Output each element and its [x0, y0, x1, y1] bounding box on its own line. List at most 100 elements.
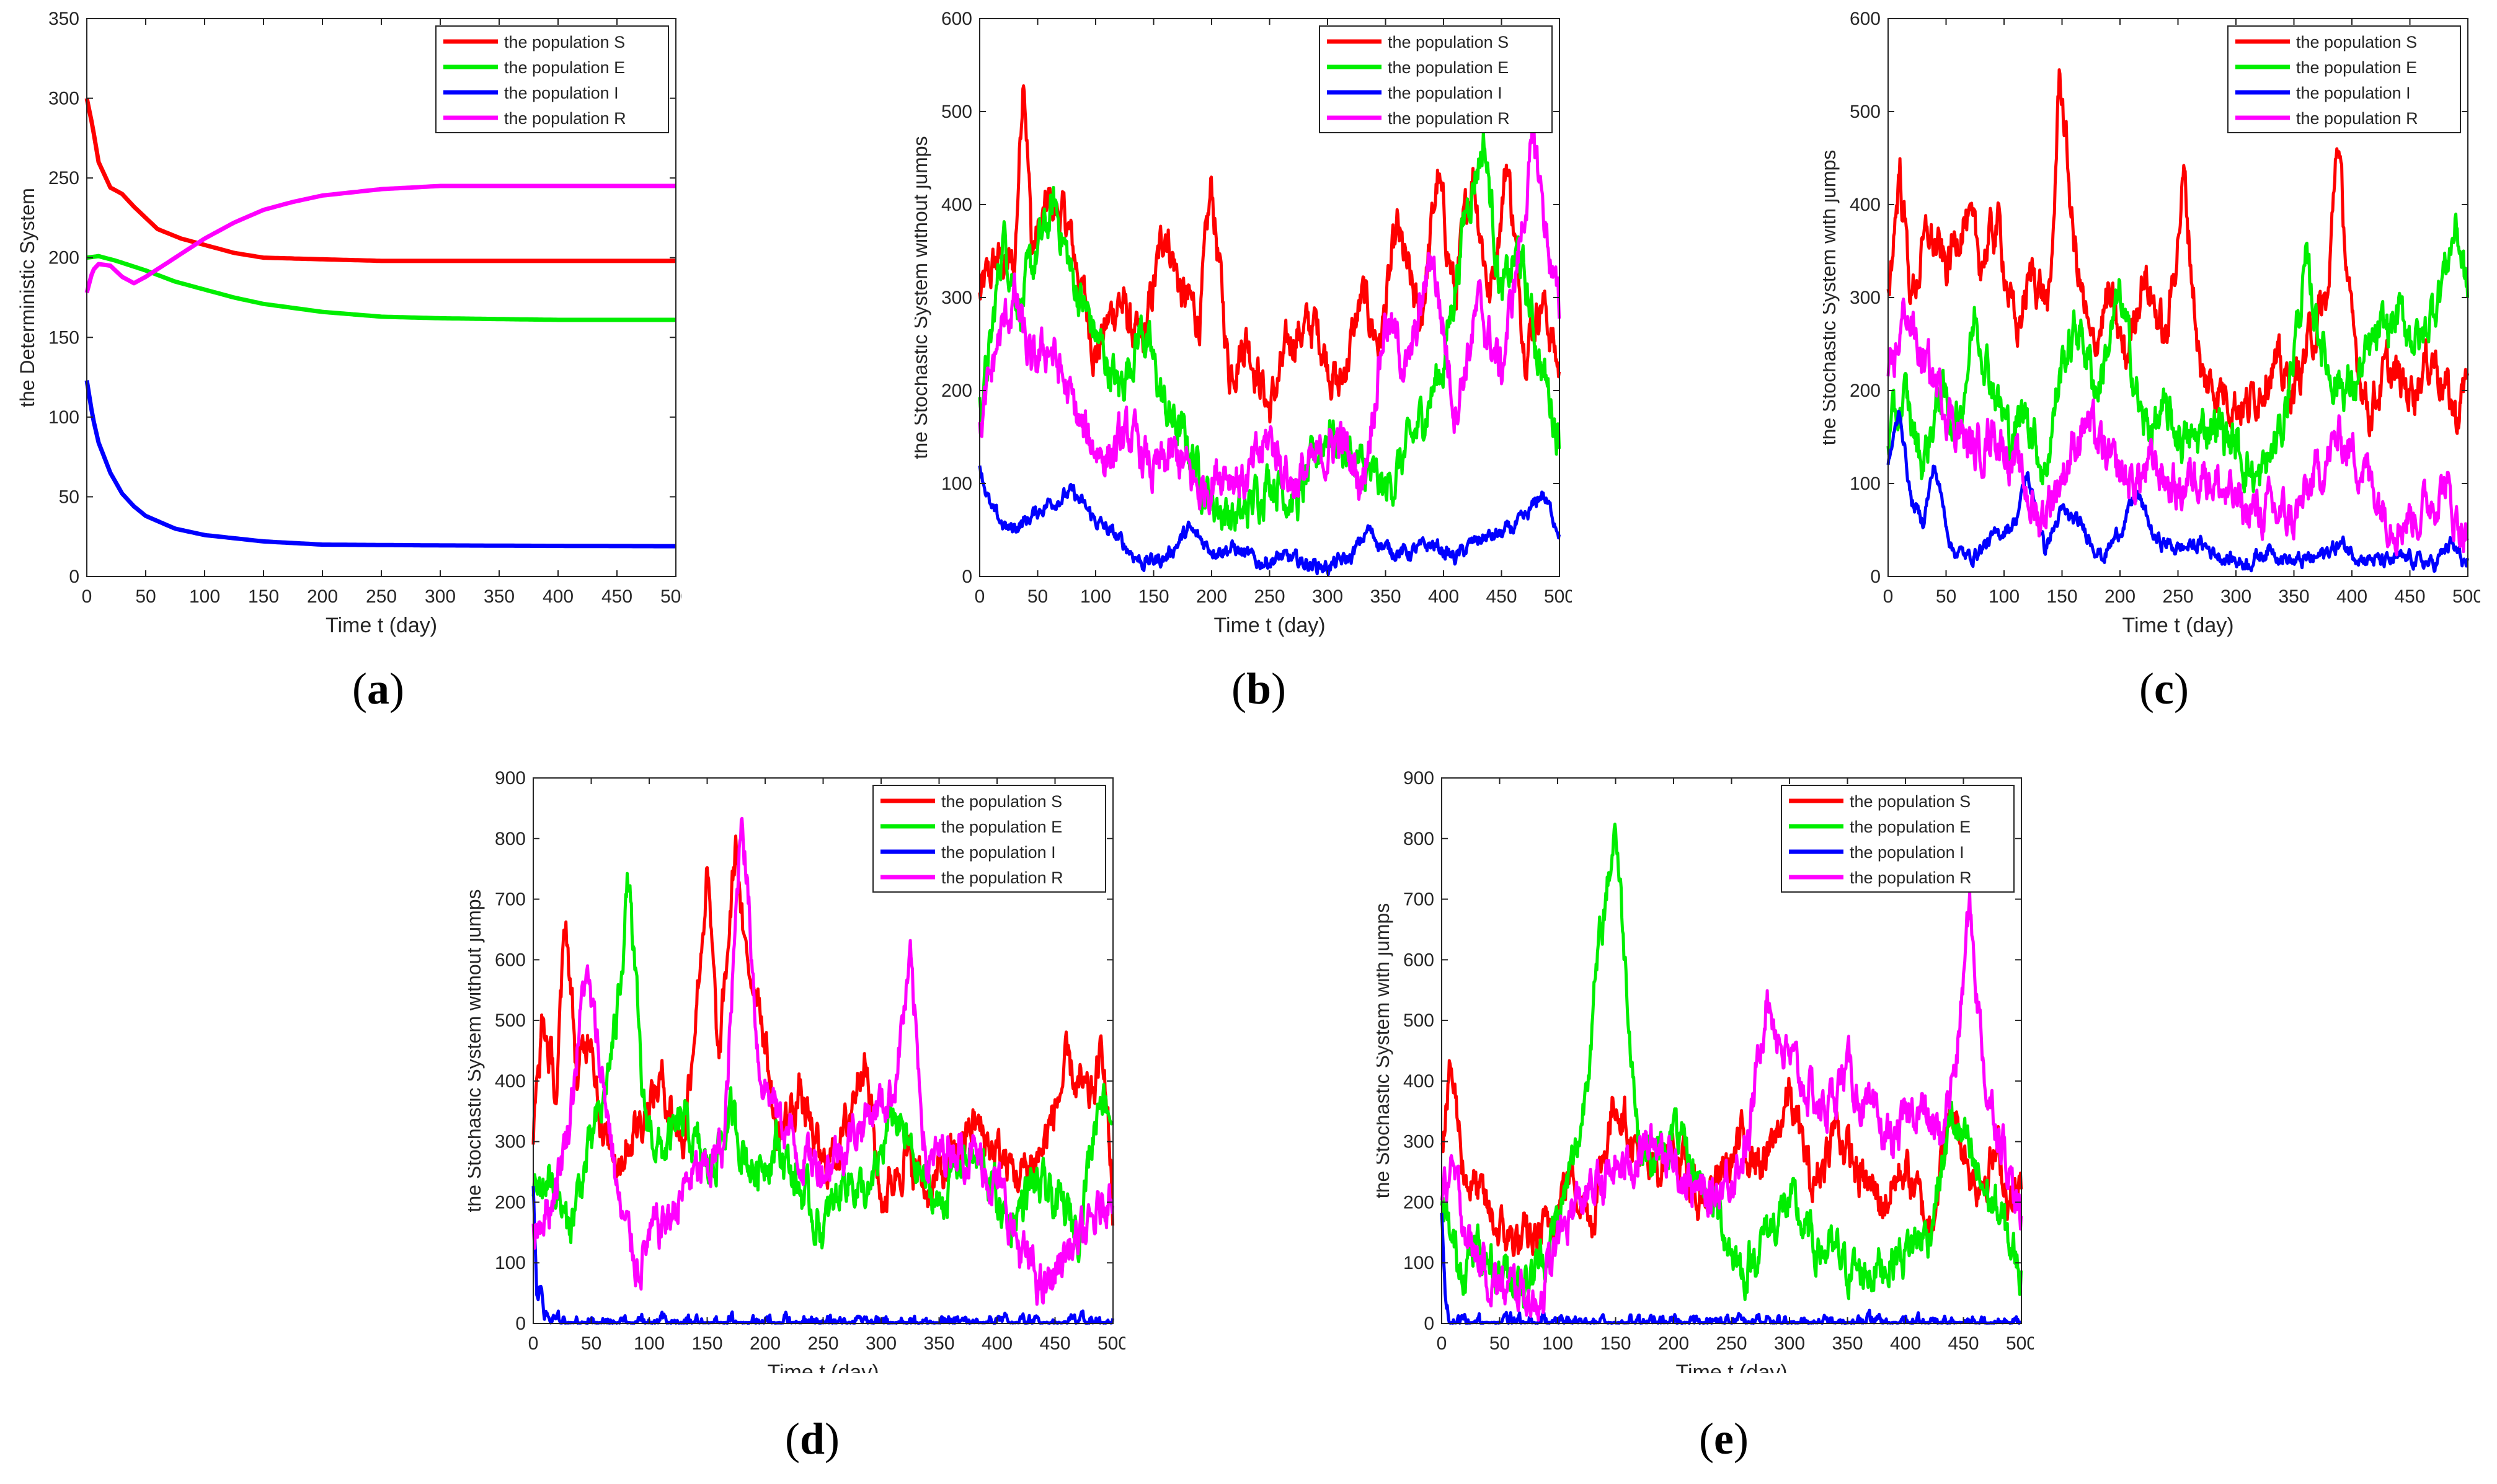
x-tick-label: 200	[2104, 586, 2136, 607]
chart-panel-d: 0 50 100 150 200 250 300 350 400 450 500 0 100 200 300…	[463, 753, 1129, 1384]
y-tick-label: 600	[1403, 950, 1434, 970]
y-tick-label: 100	[1403, 1253, 1434, 1273]
y-tick-label: 500	[941, 102, 972, 122]
x-tick-label: 300	[2220, 586, 2251, 607]
x-tick-label: 100	[1080, 586, 1111, 607]
y-tick-label: 50	[59, 487, 79, 507]
y-tick-label: 600	[495, 950, 526, 970]
x-tick-label: 350	[923, 1333, 954, 1354]
legend-label-R: the population R	[941, 868, 1063, 887]
x-tick-label: 200	[750, 1333, 781, 1354]
x-tick-label: 50	[1027, 586, 1048, 607]
y-tick-label: 300	[1403, 1132, 1434, 1152]
y-tick-label: 200	[941, 381, 972, 401]
chart-svg-d: 0 50 100 150 200 250 300 350 400 450 500 0 100 200 300…	[463, 768, 1129, 1384]
y-tick-label: 100	[495, 1253, 526, 1273]
x-tick-label: 0	[82, 586, 92, 607]
x-tick-label: 450	[601, 586, 632, 607]
y-tick-label: 300	[495, 1132, 526, 1152]
x-tick-label: 50	[1936, 586, 1956, 607]
y-tick-label: 500	[1850, 102, 1881, 122]
legend: the population S the population E the popu…	[872, 785, 1106, 893]
chart-svg-e: 0 50 100 150 200 250 300 350 400 450 500 0 100 200 300…	[1371, 768, 2037, 1384]
y-tick-label: 400	[1850, 195, 1881, 215]
x-tick-label: 350	[484, 586, 515, 607]
x-tick-label: 500	[2452, 586, 2480, 607]
panel-label-e: (e)	[1699, 1414, 1749, 1464]
y-tick-label: 200	[1403, 1192, 1434, 1212]
series-line-S	[531, 834, 1115, 1226]
series-line-R	[978, 117, 1561, 516]
x-tick-label: 300	[866, 1333, 897, 1354]
legend-label-R: the population R	[1388, 109, 1510, 128]
series-line-E	[531, 872, 1114, 1263]
series-line-E	[86, 254, 676, 322]
series-line-R	[84, 183, 676, 294]
legend-label-S: the population S	[1388, 33, 1509, 51]
x-tick-label: 0	[528, 1333, 539, 1354]
x-tick-label: 500	[1098, 1333, 1125, 1354]
x-tick-label: 100	[1542, 1333, 1573, 1354]
legend-label-E: the population E	[504, 58, 625, 77]
legend-box	[1781, 785, 2015, 893]
x-tick-label: 100	[189, 586, 220, 607]
x-tick-label: 450	[1486, 586, 1517, 607]
x-tick-label: 300	[1312, 586, 1343, 607]
chart-panel-c: 0 50 100 150 200 250 300 350 400 450 500 0 100 200 300…	[1817, 0, 2483, 651]
legend-label-R: the population R	[2296, 109, 2418, 128]
x-tick-label: 50	[581, 1333, 601, 1354]
y-tick-label: 300	[941, 288, 972, 308]
y-tick-label: 300	[1850, 288, 1881, 308]
x-tick-label: 500	[660, 586, 682, 607]
x-tick-label: 250	[2162, 586, 2193, 607]
y-tick-label: 500	[1403, 1010, 1434, 1031]
series-line-R	[1886, 298, 2469, 557]
x-tick-label: 0	[1883, 586, 1894, 607]
panel-label-b: (b)	[1231, 664, 1286, 713]
series-line-E	[978, 130, 1561, 532]
y-axis-label: the Stochastic System with jumps	[1377, 903, 1393, 1199]
x-tick-label: 200	[1658, 1333, 1689, 1354]
y-tick-label: 0	[69, 567, 79, 587]
series-line-I	[1886, 409, 2470, 573]
y-tick-label: 100	[1850, 474, 1881, 494]
y-tick-label: 100	[941, 474, 972, 494]
x-axis-label: Time t (day)	[767, 1361, 879, 1373]
legend-label-S: the population S	[941, 792, 1062, 811]
x-tick-label: 400	[1890, 1333, 1921, 1354]
y-tick-label: 600	[941, 9, 972, 29]
legend-label-I: the population I	[1388, 84, 1502, 102]
x-tick-label: 0	[1437, 1333, 1447, 1354]
legend-label-I: the population I	[504, 84, 619, 102]
x-tick-label: 0	[975, 586, 985, 607]
legend-box	[435, 25, 669, 133]
x-tick-label: 150	[1600, 1333, 1631, 1354]
legend-label-I: the population I	[1850, 843, 1964, 862]
y-axis-label: the Stochastic System without jumps	[468, 889, 485, 1212]
legend-label-S: the population S	[1850, 792, 1971, 811]
y-tick-label: 200	[48, 248, 79, 268]
x-tick-label: 400	[982, 1333, 1013, 1354]
chart-panel-a: 0 50 100 150 200 250 300 350 400 450 500 0 50 100 150 2…	[12, 0, 691, 651]
panel-label-c: (c)	[2139, 664, 2189, 713]
legend-label-I: the population I	[941, 843, 1056, 862]
x-tick-label: 450	[1948, 1333, 1979, 1354]
x-tick-label: 450	[1039, 1333, 1070, 1354]
x-tick-label: 150	[1138, 586, 1169, 607]
series-line-S	[84, 97, 676, 263]
x-tick-label: 450	[2394, 586, 2425, 607]
y-tick-label: 250	[48, 168, 79, 188]
legend-label-S: the population S	[504, 33, 625, 51]
y-tick-label: 900	[1403, 768, 1434, 788]
x-tick-label: 350	[1370, 586, 1401, 607]
x-tick-label: 100	[634, 1333, 665, 1354]
x-tick-label: 250	[1716, 1333, 1747, 1354]
legend-label-R: the population R	[504, 109, 626, 128]
y-tick-label: 400	[495, 1071, 526, 1092]
x-tick-label: 50	[135, 586, 156, 607]
legend-label-S: the population S	[2296, 33, 2417, 51]
legend-label-E: the population E	[941, 818, 1062, 836]
x-tick-label: 150	[2046, 586, 2077, 607]
y-tick-label: 100	[48, 407, 79, 428]
x-tick-label: 400	[1428, 586, 1459, 607]
